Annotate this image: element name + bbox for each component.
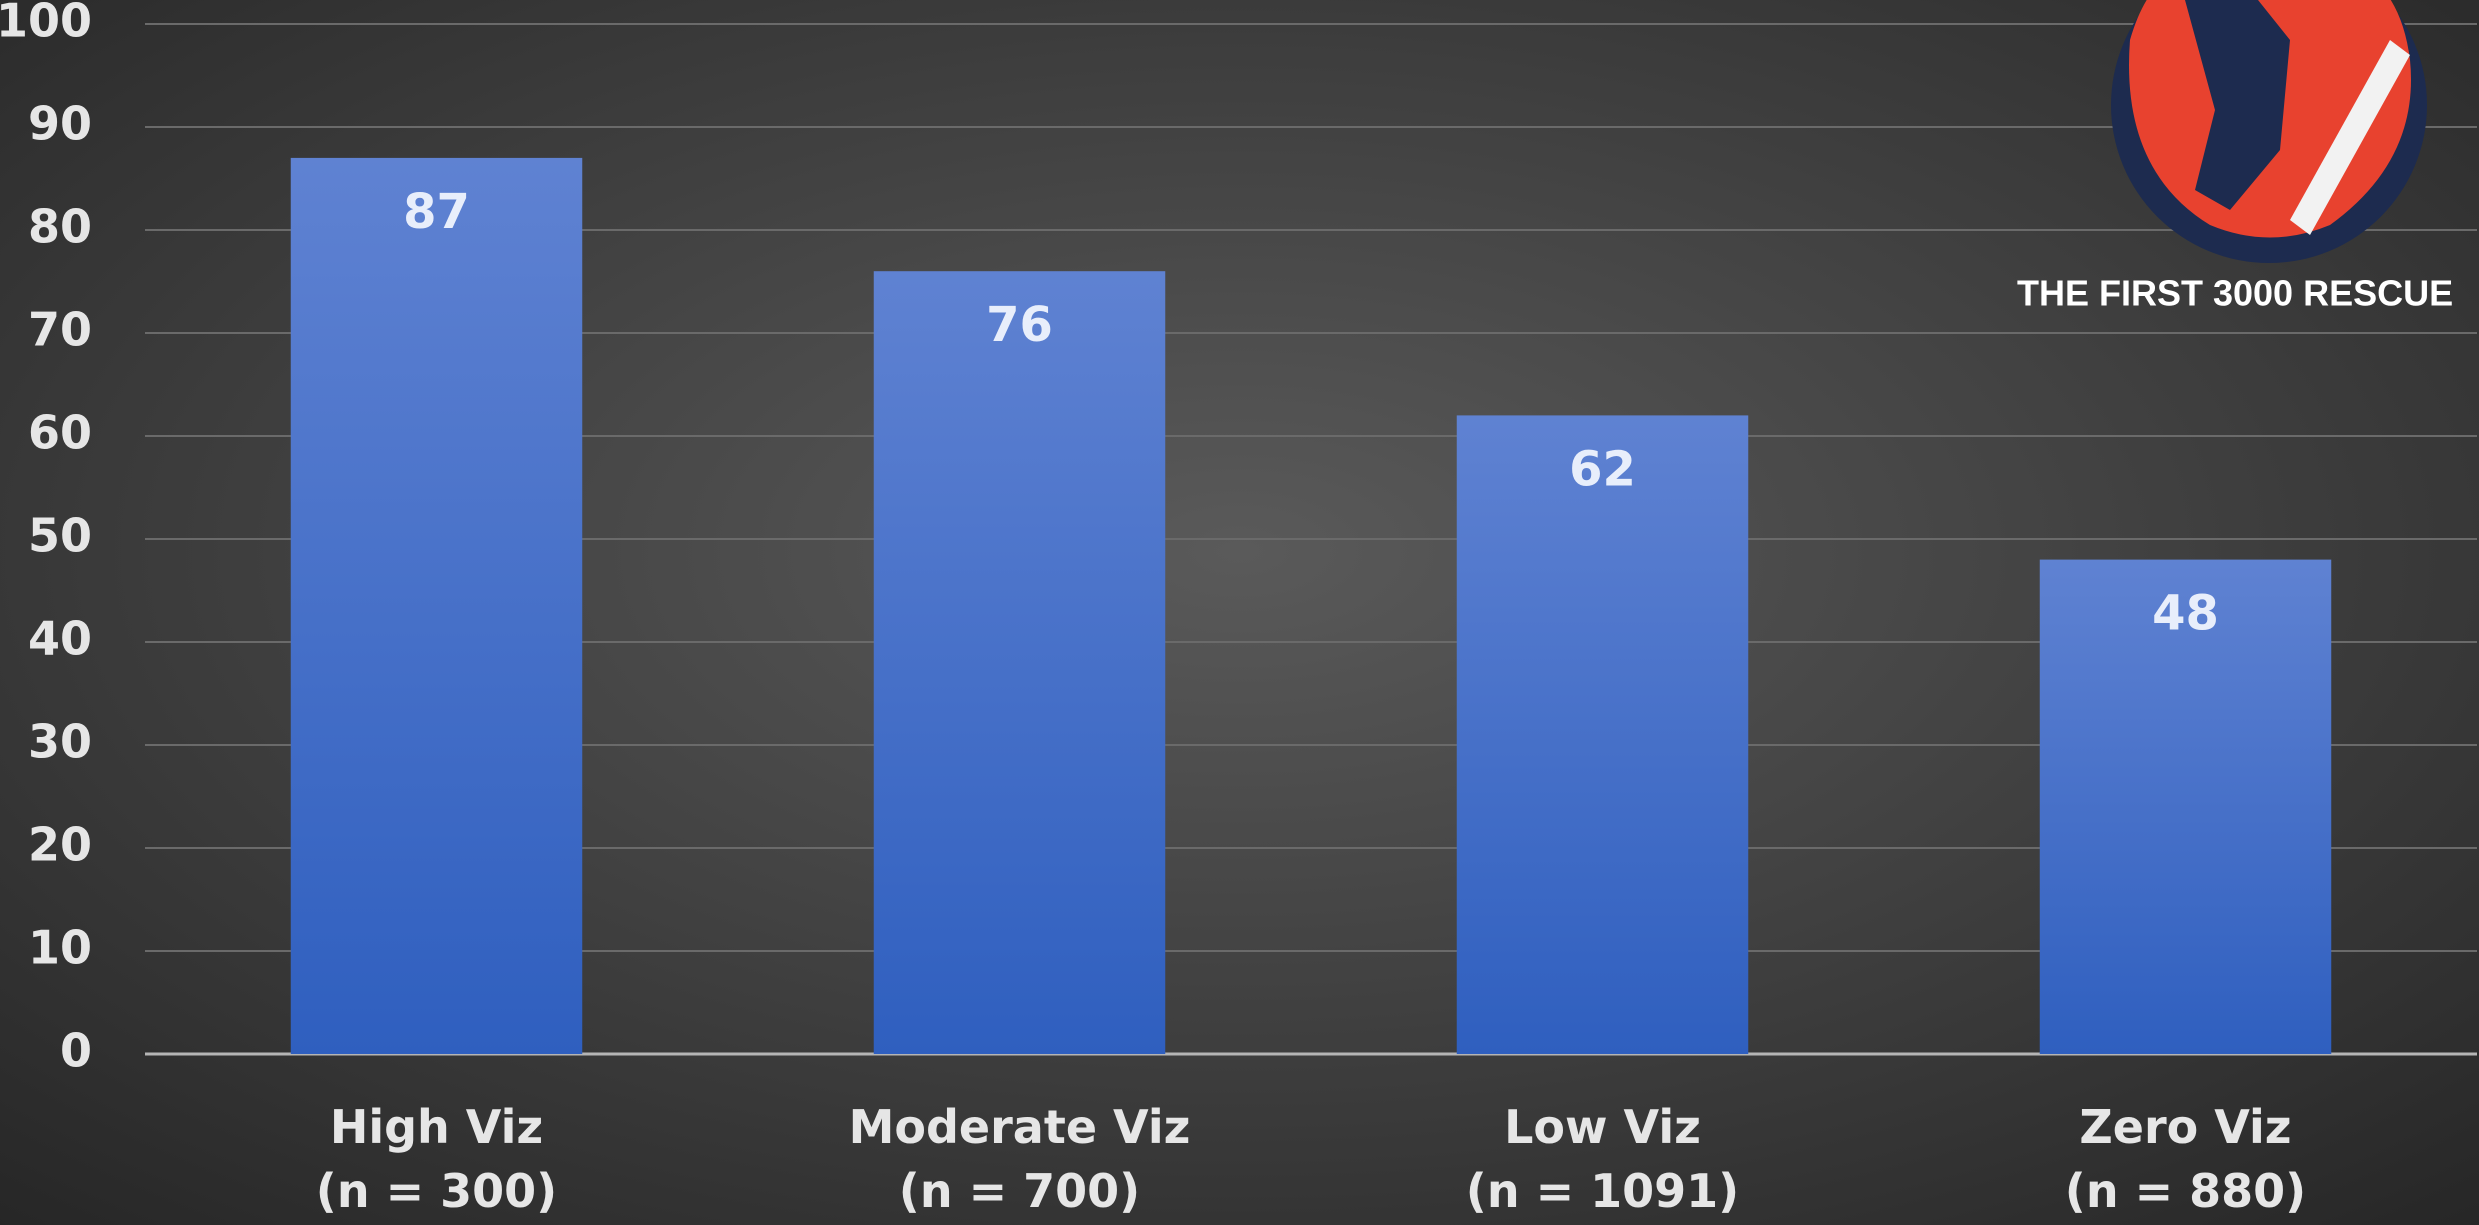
x-tick-label: Zero Viz (n = 880) — [2065, 1100, 2306, 1218]
value-label: 76 — [986, 297, 1053, 353]
bar — [1456, 415, 1749, 1054]
y-tick-label: 40 — [28, 612, 92, 666]
y-tick-label: 90 — [28, 97, 92, 151]
y-tick-label: 10 — [28, 921, 92, 975]
bar — [2039, 559, 2332, 1054]
y-tick-label: 70 — [28, 303, 92, 357]
y-tick-label: 100 — [0, 0, 92, 48]
x-tick-label: Moderate Viz (n = 700) — [849, 1100, 1191, 1218]
value-label: 48 — [2152, 586, 2219, 642]
y-tick-label: 50 — [28, 509, 92, 563]
logo-ladder — [2290, 40, 2410, 235]
y-tick-label: 20 — [28, 818, 92, 872]
x-tick-label: High Viz (n = 300) — [316, 1100, 557, 1218]
logo-figure — [2185, 0, 2290, 210]
value-label: 87 — [403, 184, 470, 240]
x-tick-label: Low Viz (n = 1091) — [1466, 1100, 1739, 1218]
y-tick-label: 0 — [60, 1024, 92, 1078]
logo-text: THE FIRST 3000 RESCUE — [2017, 273, 2453, 314]
bar — [873, 271, 1166, 1054]
y-tick-label: 60 — [28, 406, 92, 460]
logo: THE FIRST 3000 RESCUE — [2017, 0, 2453, 314]
y-tick-label: 30 — [28, 715, 92, 769]
value-label: 62 — [1569, 441, 1636, 497]
bar — [290, 157, 583, 1054]
y-tick-label: 80 — [28, 200, 92, 254]
